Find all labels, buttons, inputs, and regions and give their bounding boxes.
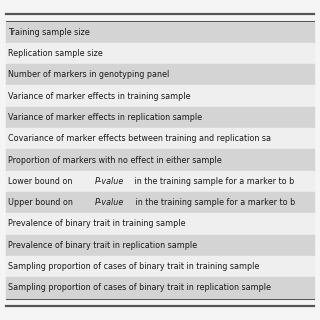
Bar — [6, 235, 314, 256]
Bar — [6, 64, 314, 85]
Text: Lower bound on: Lower bound on — [8, 177, 75, 186]
Bar — [6, 43, 314, 64]
Text: Proportion of markers with no effect in either sample: Proportion of markers with no effect in … — [8, 156, 222, 164]
Bar — [6, 256, 314, 277]
Text: Prevalence of binary trait in replication sample: Prevalence of binary trait in replicatio… — [8, 241, 197, 250]
Bar — [6, 149, 314, 171]
Text: Replication sample size: Replication sample size — [8, 49, 103, 58]
Text: Prevalence of binary trait in training sample: Prevalence of binary trait in training s… — [8, 220, 186, 228]
Bar — [6, 107, 314, 128]
Bar — [6, 128, 314, 149]
Bar — [6, 85, 314, 107]
Text: P-value: P-value — [94, 177, 124, 186]
Text: in the training sample for a marker to b: in the training sample for a marker to b — [132, 177, 294, 186]
Text: Number of markers in genotyping panel: Number of markers in genotyping panel — [8, 70, 169, 79]
Bar — [6, 192, 314, 213]
Text: Variance of marker effects in replication sample: Variance of marker effects in replicatio… — [8, 113, 202, 122]
Text: Sampling proportion of cases of binary trait in replication sample: Sampling proportion of cases of binary t… — [8, 284, 271, 292]
Text: Upper bound on: Upper bound on — [8, 198, 76, 207]
Text: Training sample size: Training sample size — [8, 28, 90, 36]
Text: Sampling proportion of cases of binary trait in training sample: Sampling proportion of cases of binary t… — [8, 262, 260, 271]
Text: in the training sample for a marker to b: in the training sample for a marker to b — [133, 198, 295, 207]
Bar — [6, 277, 314, 299]
Text: Covariance of marker effects between training and replication sa: Covariance of marker effects between tra… — [8, 134, 271, 143]
Bar — [6, 213, 314, 235]
Bar — [6, 21, 314, 43]
Bar — [6, 171, 314, 192]
Text: P-value: P-value — [95, 198, 124, 207]
Text: Variance of marker effects in training sample: Variance of marker effects in training s… — [8, 92, 190, 100]
